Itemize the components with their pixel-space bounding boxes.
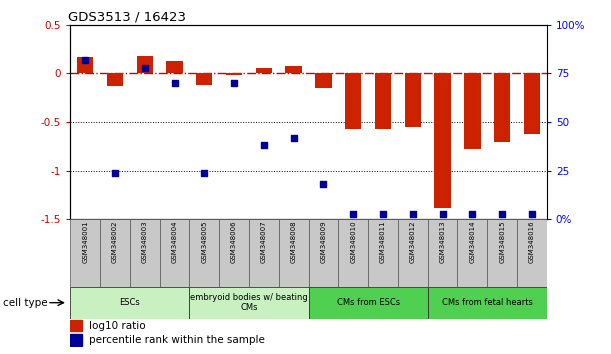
Bar <box>219 219 249 287</box>
Bar <box>189 219 219 287</box>
Bar <box>309 287 428 319</box>
Text: GSM348014: GSM348014 <box>469 221 475 263</box>
Point <box>437 211 447 216</box>
Bar <box>107 73 123 86</box>
Text: GSM348003: GSM348003 <box>142 221 148 263</box>
Bar <box>226 73 243 75</box>
Bar <box>166 61 183 73</box>
Bar <box>458 219 488 287</box>
Text: GSM348010: GSM348010 <box>350 221 356 263</box>
Bar <box>70 320 82 331</box>
Text: CMs from fetal hearts: CMs from fetal hearts <box>442 298 533 307</box>
Text: percentile rank within the sample: percentile rank within the sample <box>89 335 265 345</box>
Bar <box>255 68 272 73</box>
Bar <box>404 73 421 127</box>
Point <box>259 143 269 148</box>
Point <box>199 170 209 176</box>
Point <box>318 182 328 187</box>
Bar <box>398 219 428 287</box>
Bar <box>70 219 100 287</box>
Bar <box>345 73 362 129</box>
Text: GSM348015: GSM348015 <box>499 221 505 263</box>
Text: GSM348009: GSM348009 <box>320 221 326 263</box>
Bar <box>100 219 130 287</box>
Bar <box>338 219 368 287</box>
Bar <box>368 219 398 287</box>
Bar <box>428 219 458 287</box>
Bar <box>285 65 302 73</box>
Bar <box>279 219 309 287</box>
Point <box>110 170 120 176</box>
Point <box>408 211 418 216</box>
Bar <box>70 287 189 319</box>
Text: GSM348002: GSM348002 <box>112 221 118 263</box>
Text: GSM348004: GSM348004 <box>172 221 178 263</box>
Bar <box>524 73 540 134</box>
Point <box>289 135 299 141</box>
Bar <box>428 287 547 319</box>
Text: GSM348013: GSM348013 <box>439 221 445 263</box>
Bar <box>70 334 82 346</box>
Point <box>378 211 388 216</box>
Point <box>527 211 537 216</box>
Text: GSM348012: GSM348012 <box>410 221 416 263</box>
Bar <box>159 219 189 287</box>
Text: GSM348006: GSM348006 <box>231 221 237 263</box>
Point <box>80 57 90 63</box>
Point <box>140 65 150 70</box>
Bar <box>77 57 93 73</box>
Bar <box>464 73 481 149</box>
Text: ESCs: ESCs <box>120 298 140 307</box>
Bar <box>189 287 309 319</box>
Text: GDS3513 / 16423: GDS3513 / 16423 <box>68 11 186 24</box>
Bar <box>488 219 517 287</box>
Point <box>170 80 180 86</box>
Bar <box>434 73 451 208</box>
Text: log10 ratio: log10 ratio <box>89 321 145 331</box>
Bar <box>136 56 153 73</box>
Point <box>467 211 477 216</box>
Bar <box>375 73 391 129</box>
Bar <box>517 219 547 287</box>
Bar <box>130 219 159 287</box>
Bar <box>249 219 279 287</box>
Point <box>497 211 507 216</box>
Text: embryoid bodies w/ beating
CMs: embryoid bodies w/ beating CMs <box>190 293 308 312</box>
Text: CMs from ESCs: CMs from ESCs <box>337 298 400 307</box>
Text: GSM348005: GSM348005 <box>201 221 207 263</box>
Bar <box>315 73 332 88</box>
Text: cell type: cell type <box>3 298 48 308</box>
Text: GSM348008: GSM348008 <box>291 221 297 263</box>
Point <box>229 80 239 86</box>
Bar <box>309 219 338 287</box>
Text: GSM348016: GSM348016 <box>529 221 535 263</box>
Point <box>348 211 358 216</box>
Text: GSM348007: GSM348007 <box>261 221 267 263</box>
Bar <box>196 73 213 85</box>
Text: GSM348011: GSM348011 <box>380 221 386 263</box>
Text: GSM348001: GSM348001 <box>82 221 88 263</box>
Bar <box>494 73 510 142</box>
